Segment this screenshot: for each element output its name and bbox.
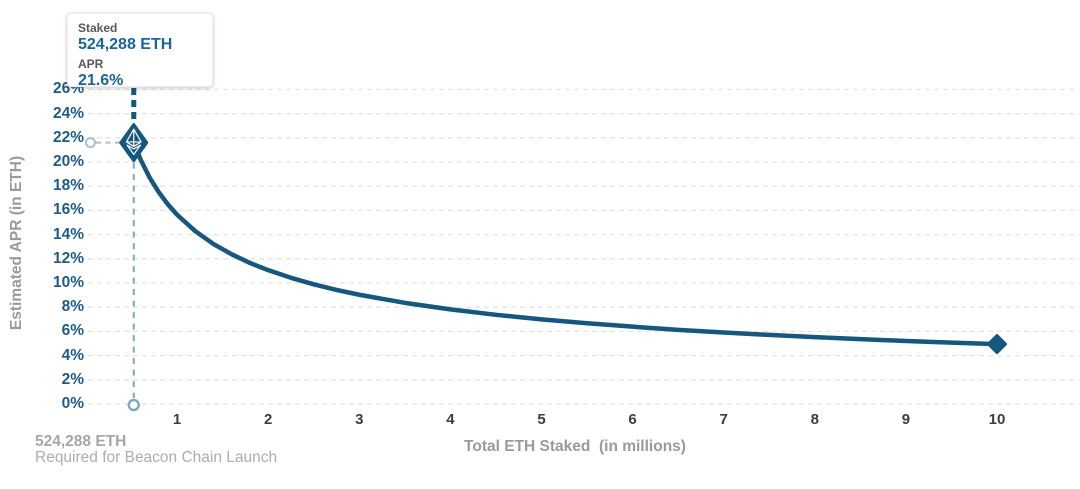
highlight-axis-circle <box>85 137 96 149</box>
x-tick-label-9: 9 <box>901 411 911 428</box>
y-tick-label-22: 22% <box>52 128 84 146</box>
x-tick-label-5: 5 <box>537 411 546 428</box>
y-tick-label-2: 2% <box>61 370 84 388</box>
x-tick-label-7: 7 <box>719 411 728 428</box>
apr-curve[interactable] <box>131 140 1000 347</box>
x-tick-label-1: 1 <box>172 411 182 428</box>
y-tick-label-4: 4% <box>61 346 84 364</box>
tooltip-apr-label: APR <box>78 57 104 71</box>
y-tick-label-18: 18% <box>52 177 84 195</box>
y-tick-label-12: 12% <box>52 249 84 267</box>
y-tick-label-16: 16% <box>52 201 84 219</box>
y-tick-label-14: 14% <box>52 225 84 243</box>
endpoint-marker[interactable] <box>987 334 1007 355</box>
y-tick-label-0: 0% <box>61 395 84 412</box>
y-tick-label-6: 6% <box>61 322 84 340</box>
x-axis-title: Total ETH Staked (in millions) <box>464 438 686 455</box>
tooltip-staked-value: 524,288 ETH <box>78 36 173 53</box>
y-axis-title: Estimated APR (in ETH) <box>8 155 25 331</box>
y-tick-label-8: 8% <box>61 298 84 316</box>
ethereum-logo-icon <box>125 128 142 156</box>
x-tick-label-10: 10 <box>988 411 1006 428</box>
y-tick-label-24: 24% <box>52 104 84 122</box>
x-tick-label-2: 2 <box>264 411 273 428</box>
y-tick-label-20: 20% <box>52 153 84 170</box>
beacon-chain-footnote: 524,288 ETH Required for Beacon Chain La… <box>35 433 278 466</box>
footnote-eth-amount: 524,288 ETH <box>35 433 127 450</box>
highlight-baseline-circle <box>127 398 140 412</box>
footnote-caption: Required for Beacon Chain Launch <box>35 449 278 466</box>
x-tick-label-6: 6 <box>628 411 637 428</box>
tooltip-staked-label: Staked <box>78 21 118 35</box>
x-tick-label-3: 3 <box>355 411 364 428</box>
data-point-tooltip: Staked 524,288 ETH APR 21.6% <box>67 13 213 89</box>
x-tick-label-8: 8 <box>810 411 819 428</box>
tooltip-apr-value: 21.6% <box>78 72 124 89</box>
x-tick-label-4: 4 <box>446 411 455 428</box>
y-tick-label-10: 10% <box>52 274 84 291</box>
